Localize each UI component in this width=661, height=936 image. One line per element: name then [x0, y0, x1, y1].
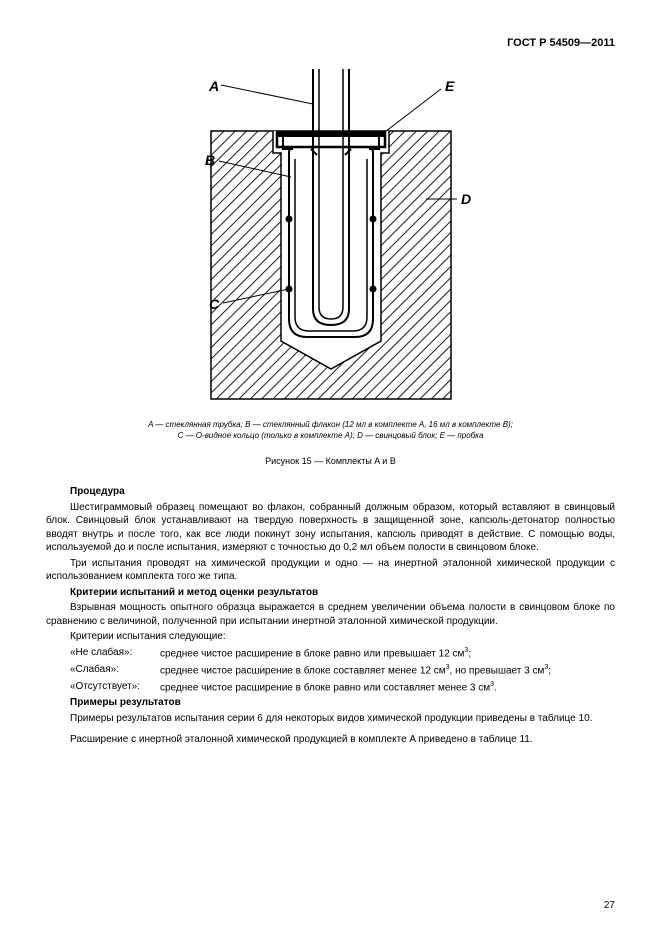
- figure-title: Рисунок 15 — Комплекты A и B: [46, 455, 615, 467]
- procedure-p1: Шестиграммовый образец помещают во флако…: [46, 501, 615, 555]
- figure-svg: A E B D C: [161, 69, 501, 409]
- heading-examples: Примеры результатов: [46, 696, 615, 710]
- body-text: Процедура Шестиграммовый образец помещаю…: [46, 485, 615, 746]
- label-e: E: [445, 78, 455, 94]
- criteria-item-1: «Не слабая»: среднее чистое расширение в…: [70, 646, 615, 661]
- criteria-p2: Критерии испытания следующие:: [46, 630, 615, 644]
- label-a: A: [208, 78, 219, 94]
- label-b: B: [205, 152, 215, 168]
- procedure-p2: Три испытания проводят на химической про…: [46, 557, 615, 584]
- figure-legend: A — стеклянная трубка; B — стеклянный фл…: [46, 419, 615, 441]
- page: ГОСТ Р 54509—2011: [0, 0, 661, 936]
- document-id: ГОСТ Р 54509—2011: [46, 36, 615, 51]
- heading-criteria: Критерии испытаний и метод оценки резуль…: [46, 586, 615, 600]
- page-number: 27: [604, 899, 615, 913]
- criteria-p1: Взрывная мощность опытного образца выраж…: [46, 601, 615, 628]
- label-d: D: [461, 191, 471, 207]
- examples-p1: Примеры результатов испытания серии 6 дл…: [46, 712, 615, 726]
- figure-15: A E B D C: [46, 69, 615, 409]
- heading-procedure: Процедура: [46, 485, 615, 499]
- examples-p2: Расширение с инертной эталонной химическ…: [46, 733, 615, 747]
- criteria-item-3: «Отсутствует»: среднее чистое расширение…: [70, 680, 615, 695]
- criteria-item-2: «Слабая»: среднее чистое расширение в бл…: [70, 663, 615, 678]
- label-c: C: [209, 296, 220, 312]
